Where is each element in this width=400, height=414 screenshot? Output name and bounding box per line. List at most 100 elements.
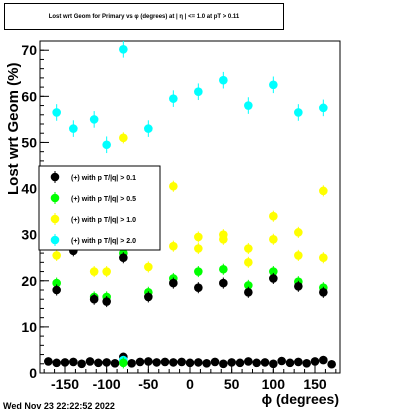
data-point-black-baseline (69, 357, 78, 367)
data-point-black-baseline (252, 358, 261, 368)
data-point-black-baseline (102, 358, 111, 367)
legend-label: (+) with p T/|q| > 0.1 (71, 175, 136, 182)
y-tick-label: 30 (21, 227, 37, 243)
data-point-black-baseline (244, 357, 253, 366)
x-axis-label: ϕ (degrees) (261, 391, 339, 407)
data-point-black-baseline (135, 357, 145, 367)
data-point-yellow (194, 231, 203, 243)
data-point-black-baseline (144, 357, 153, 366)
data-point-black (219, 277, 228, 289)
data-point-black (269, 272, 278, 285)
data-point-black (119, 252, 128, 264)
data-point-black-baseline (202, 359, 211, 368)
y-tick-label: 20 (21, 273, 37, 289)
data-point-cyan (269, 76, 278, 94)
data-point-yellow (169, 240, 178, 252)
data-point-black-baseline (94, 358, 103, 368)
data-point-yellow (89, 266, 99, 278)
data-point-black (52, 284, 61, 296)
data-point-cyan (144, 120, 153, 137)
data-point-black-baseline (235, 358, 245, 368)
data-point-yellow (144, 261, 153, 273)
data-point-black-baseline (85, 357, 95, 366)
data-point-yellow (119, 132, 128, 144)
y-tick-label: 50 (21, 134, 37, 150)
data-point-black-baseline (269, 359, 278, 369)
data-point-black-baseline (285, 358, 295, 368)
data-point-green (194, 266, 203, 278)
data-point-cyan (119, 41, 128, 58)
data-point-yellow (294, 226, 303, 238)
data-point-black (89, 293, 99, 305)
data-point-black-baseline (160, 357, 170, 367)
legend-label: (+) with p T/|q| > 1.0 (71, 217, 136, 224)
data-point-cyan (169, 90, 178, 107)
data-point-black-baseline (77, 359, 86, 369)
data-point-black (319, 286, 328, 298)
data-point-cyan (319, 99, 328, 117)
data-point-yellow (269, 233, 278, 245)
x-tick-label: 0 (186, 376, 194, 392)
data-point-black (169, 277, 178, 289)
data-point-black-baseline (177, 357, 186, 367)
data-point-yellow (102, 266, 111, 278)
timestamp: Wed Nov 23 22:22:52 2022 (3, 401, 115, 411)
data-point-yellow (319, 252, 328, 264)
data-point-black-baseline (44, 357, 53, 366)
data-point-black (144, 291, 153, 303)
y-tick-label: 40 (21, 181, 37, 197)
y-tick-label: 0 (29, 365, 37, 381)
data-point-cyan (69, 120, 78, 137)
data-point-black-baseline (210, 357, 220, 367)
data-point-yellow (219, 233, 228, 245)
data-point-black-baseline (260, 358, 270, 367)
data-point-black-baseline (310, 357, 320, 366)
data-point-black-baseline (185, 358, 195, 368)
data-point-cyan (102, 136, 111, 154)
legend-box (38, 165, 161, 251)
data-point-black-baseline (194, 358, 203, 367)
y-tick-label: 10 (21, 319, 37, 335)
data-point-black-baseline (127, 359, 136, 368)
data-point-green (219, 263, 228, 275)
chart-title: Lost wrt Geom for Primary vs φ (degrees)… (48, 14, 240, 20)
y-tick-label: 70 (21, 42, 37, 58)
data-point-yellow (194, 242, 203, 255)
x-tick-label: -150 (51, 376, 79, 392)
data-point-black-baseline (110, 359, 120, 368)
data-point-yellow (169, 180, 178, 192)
data-point-black (194, 282, 203, 294)
data-point-yellow (294, 249, 303, 261)
data-point-black-baseline (327, 359, 336, 369)
data-point-black-baseline (52, 358, 61, 368)
y-tick-label: 60 (21, 88, 37, 104)
data-point-black-baseline (219, 359, 228, 369)
legend-label: (+) with p T/|q| > 0.5 (71, 196, 136, 203)
data-point-green (119, 357, 128, 369)
data-point-cyan (89, 111, 99, 128)
data-point-yellow (244, 256, 253, 268)
data-point-yellow (269, 210, 278, 222)
x-tick-label: 150 (303, 376, 327, 392)
data-point-black-baseline (169, 358, 178, 367)
x-tick-label: -100 (93, 376, 121, 392)
data-point-cyan (52, 104, 61, 121)
data-point-yellow (319, 185, 328, 197)
data-point-black-baseline (277, 356, 286, 366)
data-point-black (244, 286, 253, 298)
data-point-black (102, 295, 111, 308)
data-point-cyan (219, 71, 228, 89)
title-box: Lost wrt Geom for Primary vs φ (degrees)… (4, 3, 284, 30)
data-point-cyan (194, 83, 203, 101)
data-point-black-baseline (60, 358, 70, 367)
x-tick-label: 100 (262, 376, 286, 392)
y-axis-label: Lost wrt Geom (%) (5, 62, 22, 195)
x-tick-label: 50 (224, 376, 240, 392)
data-point-black-baseline (152, 358, 161, 367)
data-point-black (294, 280, 303, 292)
data-point-black-baseline (294, 357, 303, 367)
data-point-black-baseline (302, 359, 311, 368)
data-point-yellow (244, 242, 253, 255)
data-point-black-baseline (319, 355, 328, 365)
